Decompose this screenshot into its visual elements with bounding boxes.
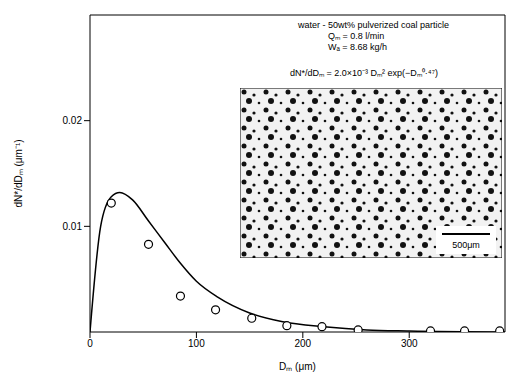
svg-text:0: 0 — [87, 338, 93, 349]
html-text:water - 50wt% pulverized coal: water - 50wt% pulverized coal particle — [298, 20, 450, 30]
html-text:dN*/dDₘ = 2.0×10⁻³ Dₘ² exp(−Dₘ: dN*/dDₘ = 2.0×10⁻³ Dₘ² exp(−Dₘ⁰·⁴⁷) — [290, 68, 438, 78]
svg-text:300: 300 — [401, 338, 418, 349]
svg-text:200: 200 — [294, 338, 311, 349]
svg-text:0.01: 0.01 — [63, 221, 83, 232]
svg-text:dN*/dDₘ (μm⁻¹): dN*/dDₘ (μm⁻¹) — [13, 139, 24, 207]
svg-text:100: 100 — [188, 338, 205, 349]
svg-text:500μm: 500μm — [452, 240, 480, 250]
html-text:Qₘ = 0.8 l/min: Qₘ = 0.8 l/min — [328, 31, 385, 41]
svg-text:Dₘ (μm): Dₘ (μm) — [279, 361, 316, 372]
svg-text:0.02: 0.02 — [63, 115, 83, 126]
html-text:Wₐ = 8.68 kg/h: Wₐ = 8.68 kg/h — [328, 42, 388, 52]
